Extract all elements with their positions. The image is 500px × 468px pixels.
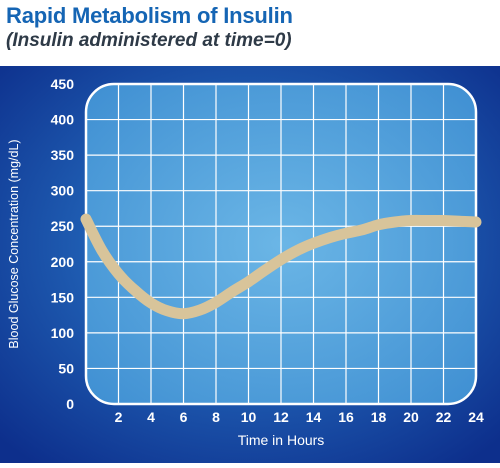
y-tick-label: 100 bbox=[51, 325, 75, 341]
x-tick-labels: 2 4 6 8 10 12 14 16 18 20 22 24 bbox=[115, 409, 484, 425]
y-tick-label: 200 bbox=[51, 254, 75, 270]
series-layer bbox=[80, 213, 482, 320]
y-tick-label: 300 bbox=[51, 183, 75, 199]
x-tick-label: 14 bbox=[306, 409, 322, 425]
x-tick-label: 8 bbox=[212, 409, 220, 425]
x-tick-label: 4 bbox=[147, 409, 155, 425]
y-axis-label: Blood Glucose Concentration (mg/dL) bbox=[7, 139, 21, 348]
x-tick-label: 22 bbox=[436, 409, 452, 425]
x-tick-label: 10 bbox=[241, 409, 257, 425]
y-tick-label: 50 bbox=[58, 360, 74, 376]
y-tick-label: 250 bbox=[51, 218, 75, 234]
y-tick-label: 450 bbox=[51, 76, 75, 92]
x-tick-label: 12 bbox=[273, 409, 289, 425]
x-tick-label: 20 bbox=[403, 409, 419, 425]
x-tick-label: 16 bbox=[338, 409, 354, 425]
glucose-curve-line bbox=[80, 213, 482, 320]
x-axis-label: Time in Hours bbox=[238, 432, 325, 448]
y-tick-label: 350 bbox=[51, 147, 75, 163]
chart-subtitle: (Insulin administered at time=0) bbox=[6, 30, 292, 51]
chart-title: Rapid Metabolism of Insulin bbox=[6, 3, 293, 28]
y-tick-labels: 0 50 100 150 200 250 300 350 400 450 bbox=[51, 76, 75, 412]
x-tick-label: 24 bbox=[468, 409, 484, 425]
x-tick-label: 18 bbox=[371, 409, 387, 425]
chart-panel: 0 50 100 150 200 250 300 350 400 450 2 4 6 8 10 12 14 16… bbox=[0, 66, 500, 463]
y-tick-label: 150 bbox=[51, 289, 75, 305]
x-tick-label: 6 bbox=[180, 409, 188, 425]
y-tick-label: 400 bbox=[51, 112, 75, 128]
x-tick-label: 2 bbox=[115, 409, 123, 425]
y-tick-label: 0 bbox=[66, 396, 74, 412]
